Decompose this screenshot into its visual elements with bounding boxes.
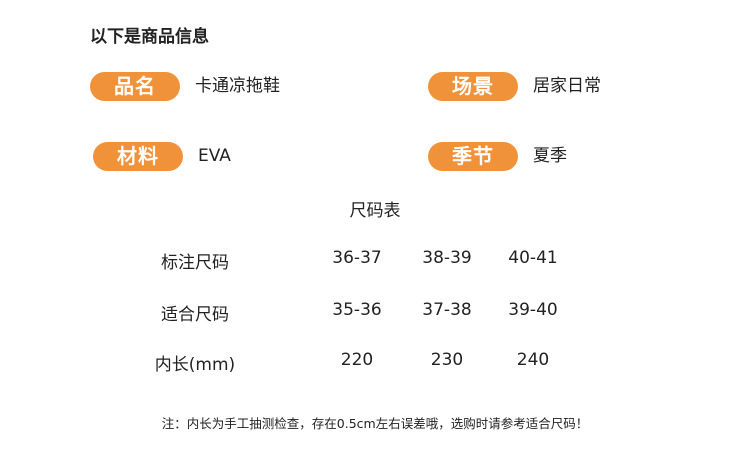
row-header: 标注尺码 — [161, 253, 229, 273]
note: 注：内长为手工抽测检查，存在0.5cm左右误差哦，选购时请参考适合尺码！ — [161, 416, 589, 431]
attribute-value: 居家日常 — [533, 76, 601, 96]
row-header: 内长(mm) — [154, 355, 236, 375]
table-cell: 220 — [340, 350, 374, 370]
table-title: 尺码表 — [349, 201, 401, 221]
table-cell: 240 — [516, 350, 550, 370]
table-cell: 37-38 — [422, 300, 472, 320]
row-header: 适合尺码 — [161, 305, 229, 325]
attribute-value: 卡通凉拖鞋 — [195, 76, 280, 96]
table-cell: 230 — [430, 350, 464, 370]
table-cell: 35-36 — [332, 300, 382, 320]
attribute-label: 场景 — [428, 72, 518, 101]
attribute-label: 季节 — [428, 142, 518, 171]
attribute-value: 夏季 — [533, 146, 567, 166]
attribute-label: 品名 — [90, 72, 180, 101]
table-cell: 38-39 — [422, 248, 472, 268]
table-cell: 39-40 — [508, 300, 558, 320]
table-cell: 36-37 — [332, 248, 382, 268]
header-title: 以下是商品信息 — [90, 27, 209, 47]
attribute-value: EVA — [198, 146, 231, 166]
table-cell: 40-41 — [508, 248, 558, 268]
attribute-label: 材料 — [93, 142, 183, 171]
